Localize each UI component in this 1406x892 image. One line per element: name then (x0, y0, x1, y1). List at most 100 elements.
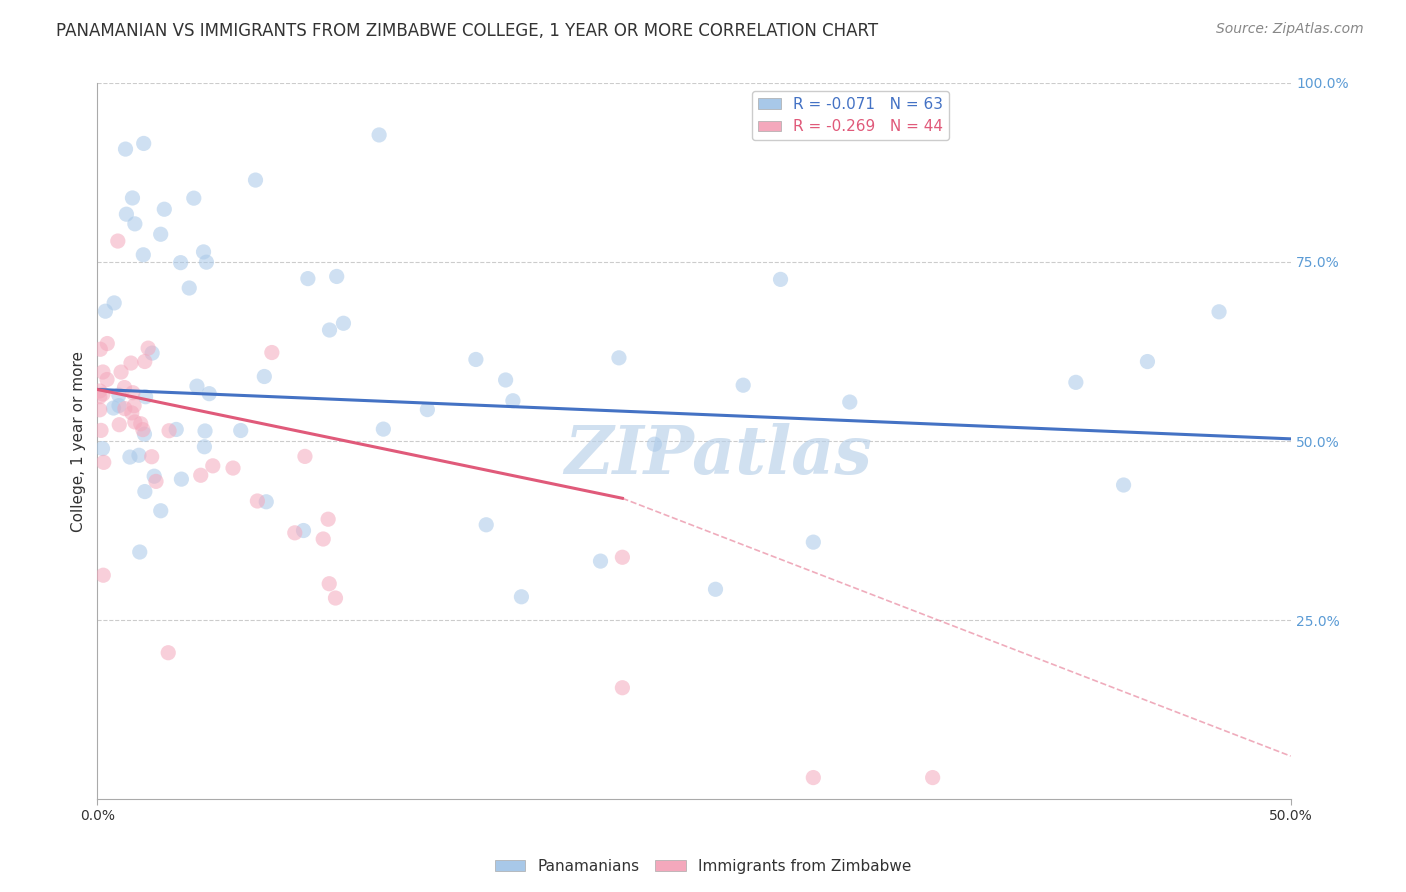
Point (170, 472, 193, 486)
Legend: R = -0.071   N = 63, R = -0.269   N = 44: R = -0.071 N = 63, R = -0.269 N = 44 (752, 91, 949, 140)
Point (134, 427, 156, 442)
Point (157, 424, 180, 438)
Point (89, 343, 111, 357)
Point (124, 415, 146, 429)
Point (120, 356, 142, 370)
Point (246, 494, 269, 508)
Point (245, 173, 267, 187)
Point (136, 341, 159, 355)
Point (643, 437, 665, 451)
Point (193, 440, 215, 454)
Point (318, 576, 340, 591)
Point (260, 345, 283, 359)
Point (373, 422, 395, 436)
Point (589, 554, 612, 568)
Point (103, 296, 125, 310)
Point (90, 424, 112, 438)
Point (114, 380, 136, 394)
Point (118, 450, 141, 464)
Point (284, 525, 307, 540)
Point (1112, 478, 1135, 492)
Point (318, 323, 340, 337)
Point (91, 442, 114, 456)
Point (198, 386, 221, 401)
Point (194, 424, 217, 438)
Point (183, 191, 205, 205)
Text: Source: ZipAtlas.com: Source: ZipAtlas.com (1216, 22, 1364, 37)
Point (134, 354, 156, 368)
Point (91, 365, 114, 379)
Point (91, 387, 114, 401)
Point (169, 255, 191, 269)
Point (253, 369, 276, 384)
Point (110, 365, 132, 379)
Point (416, 402, 439, 417)
Point (108, 399, 131, 413)
Point (769, 272, 792, 286)
Point (921, 771, 943, 785)
Point (838, 395, 860, 409)
Point (129, 417, 152, 431)
Point (149, 227, 172, 242)
Point (145, 475, 167, 489)
Point (134, 484, 156, 499)
Point (157, 646, 180, 660)
Point (103, 401, 125, 415)
Point (124, 217, 146, 231)
Point (132, 248, 155, 262)
Point (316, 512, 339, 526)
Point (297, 271, 319, 285)
Point (1136, 354, 1159, 368)
Point (292, 524, 315, 538)
Point (254, 495, 277, 509)
Point (510, 590, 533, 604)
Point (612, 681, 634, 695)
Point (114, 401, 136, 416)
Point (89, 390, 111, 404)
Point (229, 424, 252, 438)
Point (108, 388, 131, 402)
Text: ZIPatlas: ZIPatlas (564, 423, 872, 488)
Point (115, 207, 138, 221)
Point (332, 316, 354, 330)
Point (96, 336, 118, 351)
Point (128, 448, 150, 462)
Point (132, 423, 155, 437)
Point (801, 535, 824, 549)
Point (733, 378, 755, 392)
Point (135, 390, 157, 404)
Point (93, 455, 115, 469)
Point (502, 393, 524, 408)
Point (801, 771, 824, 785)
Point (222, 461, 245, 475)
Point (312, 532, 335, 546)
Point (108, 417, 131, 432)
Point (132, 136, 155, 151)
Point (1208, 305, 1230, 319)
Point (122, 399, 145, 413)
Point (141, 450, 163, 464)
Point (121, 406, 143, 420)
Point (114, 142, 136, 156)
Point (201, 458, 224, 473)
Legend: Panamanians, Immigrants from Zimbabwe: Panamanians, Immigrants from Zimbabwe (489, 853, 917, 880)
Point (195, 255, 218, 269)
Point (153, 202, 176, 217)
Point (193, 244, 215, 259)
Point (612, 550, 634, 565)
Point (179, 281, 201, 295)
Point (96, 372, 118, 386)
Point (190, 468, 212, 483)
Point (495, 373, 517, 387)
Point (464, 352, 486, 367)
Point (325, 591, 347, 605)
Point (368, 128, 391, 142)
Point (141, 346, 163, 360)
Point (89, 402, 111, 417)
Point (121, 385, 143, 400)
Text: PANAMANIAN VS IMMIGRANTS FROM ZIMBABWE COLLEGE, 1 YEAR OR MORE CORRELATION CHART: PANAMANIAN VS IMMIGRANTS FROM ZIMBABWE C… (56, 22, 879, 40)
Point (1064, 376, 1087, 390)
Point (186, 379, 208, 393)
Point (607, 351, 630, 365)
Point (91, 568, 114, 582)
